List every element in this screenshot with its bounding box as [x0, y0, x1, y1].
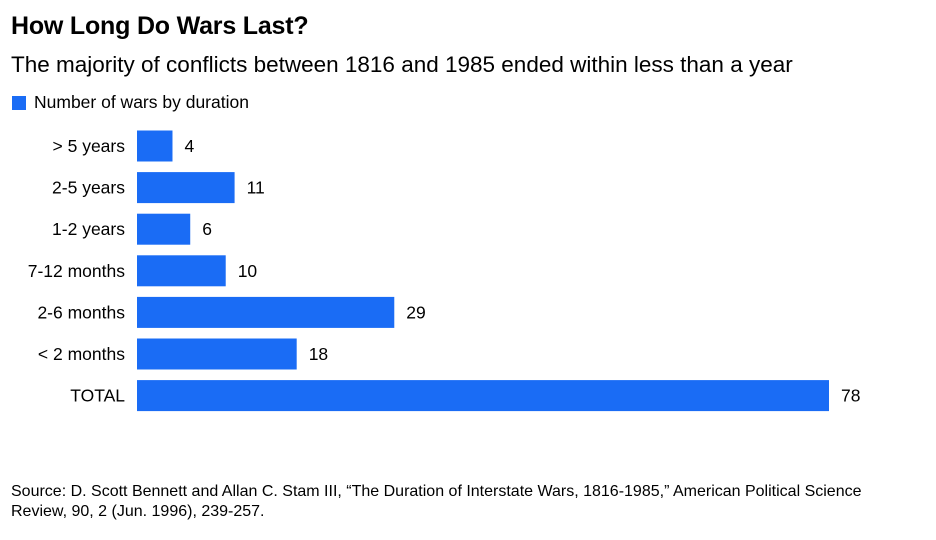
- bar-2-months: [137, 338, 297, 370]
- value-label-2-5-years: 11: [247, 178, 265, 198]
- value-label-2-6-months: 29: [406, 302, 425, 322]
- category-label-5-years: > 5 years: [53, 136, 126, 156]
- bar-5-years: [137, 130, 173, 162]
- category-label-2-6-months: 2-6 months: [37, 302, 125, 322]
- category-label-1-2-years: 1-2 years: [52, 219, 125, 239]
- bar-1-2-years: [137, 213, 191, 245]
- chart-title: How Long Do Wars Last?: [11, 12, 309, 40]
- category-label-total: TOTAL: [70, 386, 125, 406]
- bar-2-5-years: [137, 172, 235, 204]
- bar-2-6-months: [137, 296, 395, 328]
- value-label-total: 78: [841, 386, 860, 406]
- legend-swatch: [12, 95, 26, 110]
- category-label-2-months: < 2 months: [38, 344, 125, 364]
- legend: Number of wars by duration: [12, 92, 249, 113]
- bar-chart: > 5 years 4 2-5 years 11 1-2 years 6 7-12 mont…: [28, 130, 860, 412]
- value-label-1-2-years: 6: [202, 219, 212, 239]
- category-label-7-12-months: 7-12 months: [28, 261, 126, 281]
- bar-7-12-months: [137, 255, 226, 287]
- chart-subtitle: The majority of conflicts between 1816 a…: [11, 52, 793, 77]
- value-label-2-months: 18: [309, 344, 328, 364]
- bar-total: [137, 380, 829, 412]
- value-label-5-years: 4: [184, 136, 194, 156]
- value-label-7-12-months: 10: [238, 261, 258, 281]
- source-note: Source: D. Scott Bennett and Allan C. St…: [11, 483, 862, 520]
- legend-label: Number of wars by duration: [34, 92, 249, 112]
- category-label-2-5-years: 2-5 years: [52, 178, 125, 198]
